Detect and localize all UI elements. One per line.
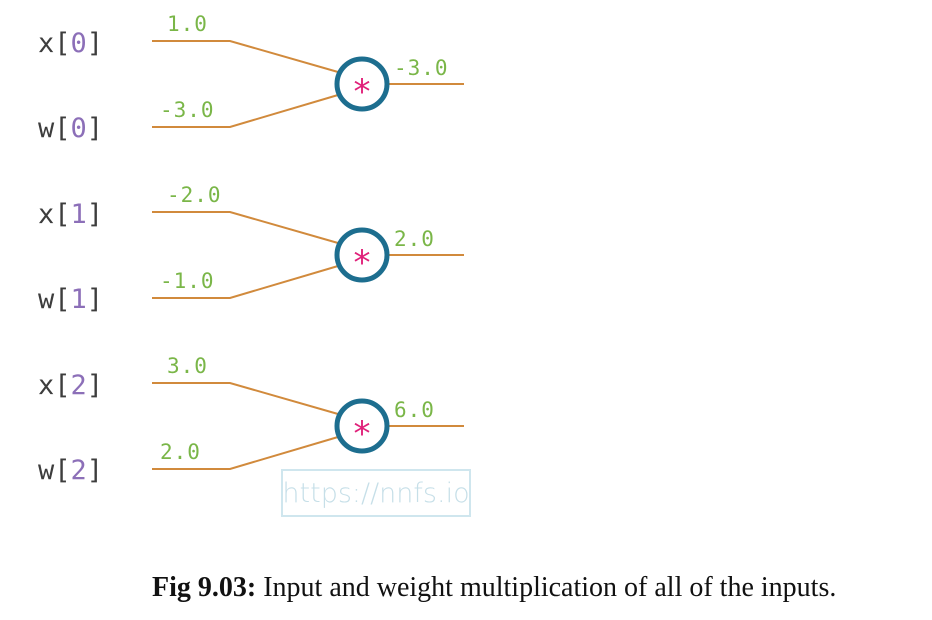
multiply-operator-icon: * <box>354 414 371 454</box>
x-input-wire <box>152 41 338 72</box>
w-value: -1.0 <box>160 269 215 293</box>
x-value: 1.0 <box>167 12 208 36</box>
w-label-name: w <box>38 113 55 144</box>
multiply-operator-icon: * <box>354 72 371 112</box>
watermark: https://nnfs.io <box>281 469 471 517</box>
x-input-label: x[0] <box>38 28 103 59</box>
x-label-name: x <box>38 199 54 230</box>
x-value: -2.0 <box>167 183 222 207</box>
w-label-index: 0 <box>71 113 87 144</box>
bracket-close: ] <box>87 284 103 315</box>
x-input-wire <box>152 212 338 243</box>
bracket-open: [ <box>54 370 70 401</box>
output-value: 6.0 <box>394 398 435 422</box>
x-label-index: 2 <box>71 370 87 401</box>
x-label-index: 1 <box>71 199 87 230</box>
w-value: -3.0 <box>160 98 215 122</box>
x-input-wire <box>152 383 338 414</box>
output-value: -3.0 <box>394 56 449 80</box>
bracket-close: ] <box>87 370 103 401</box>
x-label-name: x <box>38 28 54 59</box>
bracket-open: [ <box>54 455 70 486</box>
figure-caption: Fig 9.03: Input and weight multiplicatio… <box>152 572 922 604</box>
bracket-open: [ <box>54 199 70 230</box>
caption-label: Fig 9.03: <box>152 572 256 603</box>
bracket-open: [ <box>54 28 70 59</box>
w-label-index: 2 <box>71 455 87 486</box>
x-value: 3.0 <box>167 354 208 378</box>
multiply-group-1: x[1]w[1]-2.0-1.02.0* <box>38 183 464 315</box>
multiply-group-2: x[2]w[2]3.02.06.0* <box>38 354 464 486</box>
bracket-open: [ <box>54 284 70 315</box>
w-input-label: w[0] <box>38 113 103 144</box>
w-label-index: 1 <box>71 284 87 315</box>
w-value: 2.0 <box>160 440 201 464</box>
w-label-name: w <box>38 455 55 486</box>
w-input-label: w[2] <box>38 455 103 486</box>
bracket-close: ] <box>87 28 103 59</box>
x-label-name: x <box>38 370 54 401</box>
output-value: 2.0 <box>394 227 435 251</box>
bracket-close: ] <box>87 113 103 144</box>
multiplication-diagram: x[0]w[0]1.0-3.0-3.0*x[1]w[1]-2.0-1.02.0*… <box>0 0 932 540</box>
bracket-close: ] <box>87 455 103 486</box>
bracket-close: ] <box>87 199 103 230</box>
multiply-group-0: x[0]w[0]1.0-3.0-3.0* <box>38 12 464 144</box>
w-input-label: w[1] <box>38 284 103 315</box>
w-label-name: w <box>38 284 55 315</box>
x-input-label: x[2] <box>38 370 103 401</box>
x-input-label: x[1] <box>38 199 103 230</box>
multiply-operator-icon: * <box>354 243 371 283</box>
caption-text: Input and weight multiplication of all o… <box>256 572 836 603</box>
bracket-open: [ <box>54 113 70 144</box>
x-label-index: 0 <box>71 28 87 59</box>
